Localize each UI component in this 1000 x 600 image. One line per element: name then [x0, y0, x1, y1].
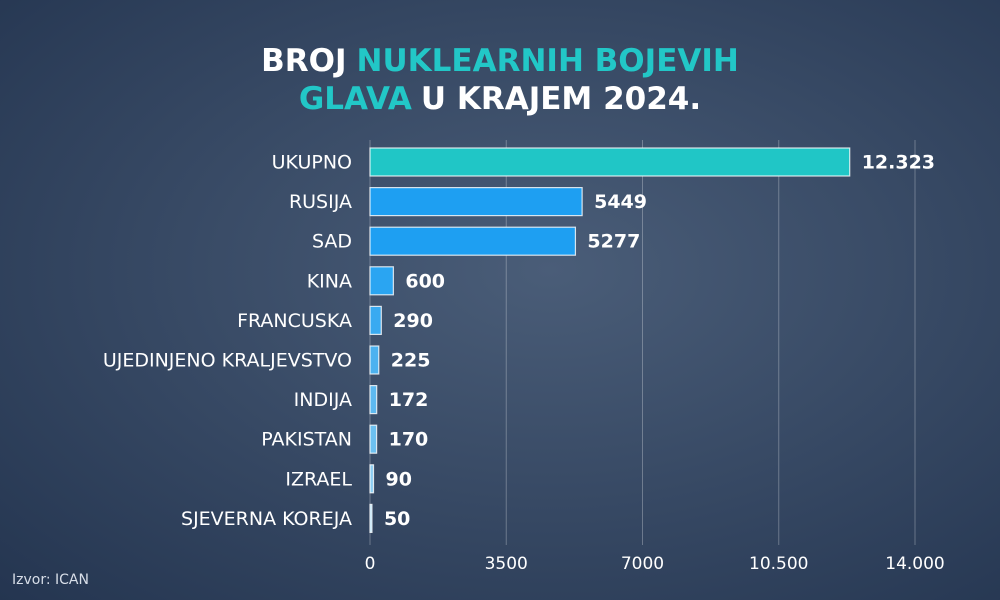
bar [369, 464, 375, 494]
value-label: 12.323 [862, 152, 935, 174]
category-label: PAKISTAN [261, 429, 352, 451]
category-label: KINA [307, 270, 352, 292]
x-tick-label: 0 [365, 554, 376, 574]
value-label: 290 [393, 310, 433, 332]
value-label: 600 [405, 270, 445, 292]
category-label: UJEDINJENO KRALJEVSTVO [103, 350, 352, 372]
title-segment: BROJ [261, 43, 346, 79]
bar [369, 385, 378, 415]
value-label: 90 [386, 468, 412, 490]
bar [369, 305, 382, 335]
bar [369, 424, 378, 454]
value-label: 50 [384, 508, 410, 530]
value-label: 172 [389, 389, 429, 411]
category-label: UKUPNO [272, 152, 352, 174]
value-label: 170 [389, 429, 429, 451]
x-tick-label: 7000 [621, 554, 664, 574]
bar [369, 226, 577, 256]
bar [369, 503, 373, 533]
title-segment: NUKLEARNIH BOJEVIH [357, 43, 739, 79]
bar [369, 147, 851, 177]
category-label: IZRAEL [285, 468, 352, 490]
category-label: SJEVERNA KOREJA [181, 508, 352, 530]
x-tick-label: 10.500 [749, 554, 808, 574]
source: Izvor: ICAN [12, 572, 89, 588]
category-label: SAD [312, 231, 352, 253]
category-label: INDIJA [294, 389, 352, 411]
title-segment: U KRAJEM 2024. [421, 81, 701, 117]
value-label: 225 [391, 350, 431, 372]
x-tick-label: 3500 [485, 554, 528, 574]
chart-title: BROJ NUKLEARNIH BOJEVIH [261, 43, 739, 79]
bar [369, 345, 380, 375]
bar [369, 266, 394, 296]
bar [369, 187, 583, 217]
chart-title: GLAVA U KRAJEM 2024. [299, 81, 701, 117]
value-label: 5449 [594, 191, 647, 213]
category-label: RUSIJA [289, 191, 352, 213]
value-label: 5277 [587, 231, 640, 253]
title-segment: GLAVA [299, 81, 412, 117]
category-label: FRANCUSKA [237, 310, 352, 332]
x-tick-label: 14.000 [885, 554, 944, 574]
